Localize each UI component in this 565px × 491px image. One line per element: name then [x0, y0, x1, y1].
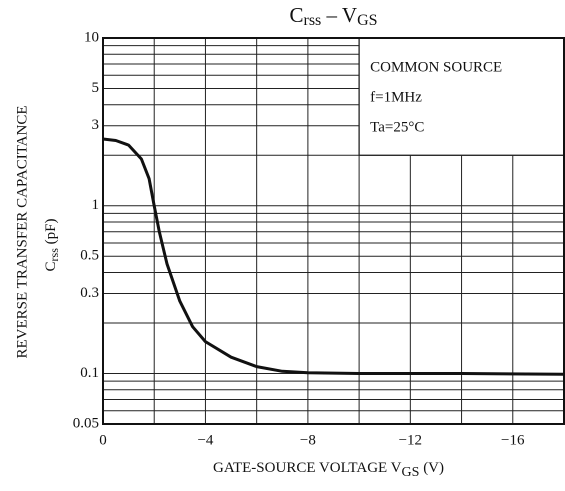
y-tick-label: 0.5 [80, 248, 99, 264]
curve [102, 137, 565, 376]
chart-title-part: – V [321, 3, 357, 27]
x-axis-label-part: GATE-SOURCE VOLTAGE V [213, 460, 402, 476]
x-axis-label: GATE-SOURCE VOLTAGE VGS (V) [213, 460, 444, 479]
x-tick-label: −4 [197, 432, 213, 448]
y-tick-label: 10 [84, 29, 99, 45]
y-axis-label-part: (pF) [43, 219, 59, 249]
x-tick-label: 0 [99, 432, 107, 448]
y-axis-label-part: C [43, 261, 59, 271]
x-tick-label: −8 [300, 432, 316, 448]
x-tick-label: −16 [501, 432, 525, 448]
annotation: f=1MHz [370, 89, 422, 105]
x-axis-label-part: (V) [419, 460, 444, 476]
y-tick-label: 5 [92, 80, 100, 96]
y-tick-label: 0.05 [73, 415, 99, 431]
annotation: COMMON SOURCE [370, 59, 502, 75]
x-axis-label-part: GS [402, 465, 420, 480]
y-axis-label-part: rss [47, 248, 61, 262]
y-tick-label: 0.3 [80, 285, 99, 301]
chart-title-part: rss [303, 12, 321, 29]
plot-frame [102, 37, 565, 425]
chart-title: Crss – VGS [289, 3, 377, 29]
y-tick-label: 0.1 [80, 365, 99, 381]
chart-title-part: C [289, 3, 303, 27]
y-axis-label: REVERSE TRANSFER CAPACITANCE [14, 105, 30, 358]
y-tick-label: 3 [92, 117, 100, 133]
annotation: Ta=25°C [370, 119, 424, 135]
y-tick-label: 1 [92, 197, 100, 213]
y-axis-label: Crss (pF) [43, 219, 60, 272]
x-tick-label: −12 [399, 432, 422, 448]
chart-title-part: GS [357, 12, 377, 29]
